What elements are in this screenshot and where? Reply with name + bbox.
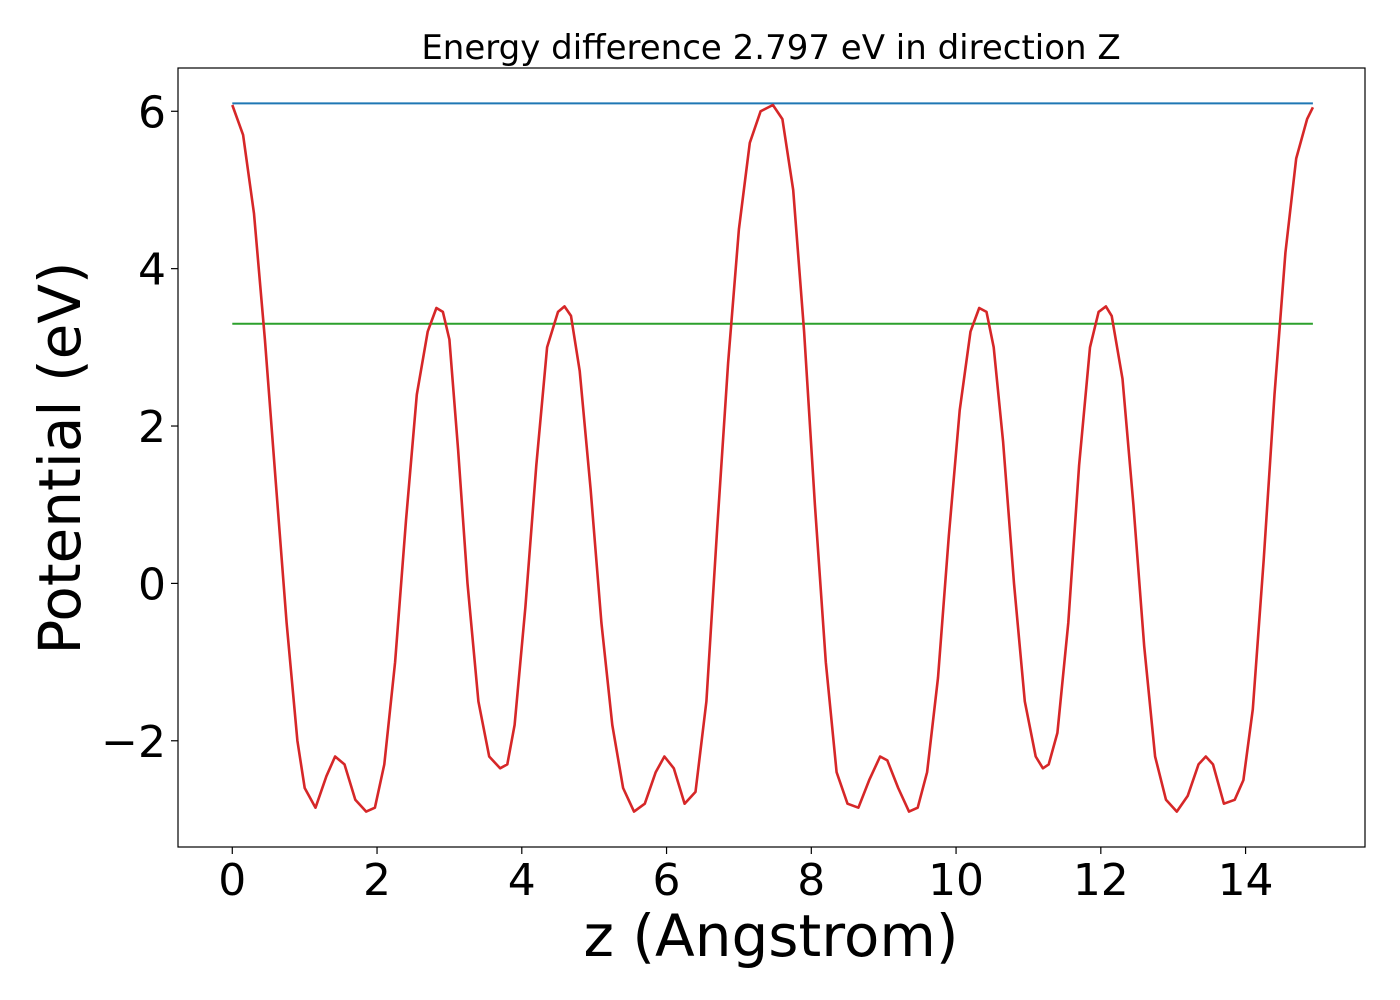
y-tick-label: 2 [138,402,166,453]
x-tick-label: 12 [1073,855,1129,906]
y-tick-label: −2 [101,717,166,768]
x-tick-label: 8 [797,855,825,906]
y-axis-ticks: −2 0 2 4 6 [101,87,178,768]
x-tick-label: 4 [508,855,536,906]
x-axis-label: z (Angstrom) [584,902,959,970]
series-line-3 [231,103,1315,813]
y-axis-label: Potential (eV) [26,261,94,654]
x-tick-label: 0 [218,855,246,906]
y-tick-label: 6 [138,87,166,138]
x-tick-label: 10 [928,855,984,906]
x-tick-label: 14 [1218,855,1274,906]
series-layer [231,102,1315,813]
y-tick-label: 0 [138,559,166,610]
chart-title: Energy difference 2.797 eV in direction … [421,28,1120,68]
y-tick-label: 4 [138,245,166,296]
x-tick-label: 6 [653,855,681,906]
plot-frame [177,67,1366,848]
plot-area [178,68,1365,847]
x-axis-ticks: 0 2 4 6 8 10 12 14 [218,847,1274,906]
x-tick-label: 2 [363,855,391,906]
